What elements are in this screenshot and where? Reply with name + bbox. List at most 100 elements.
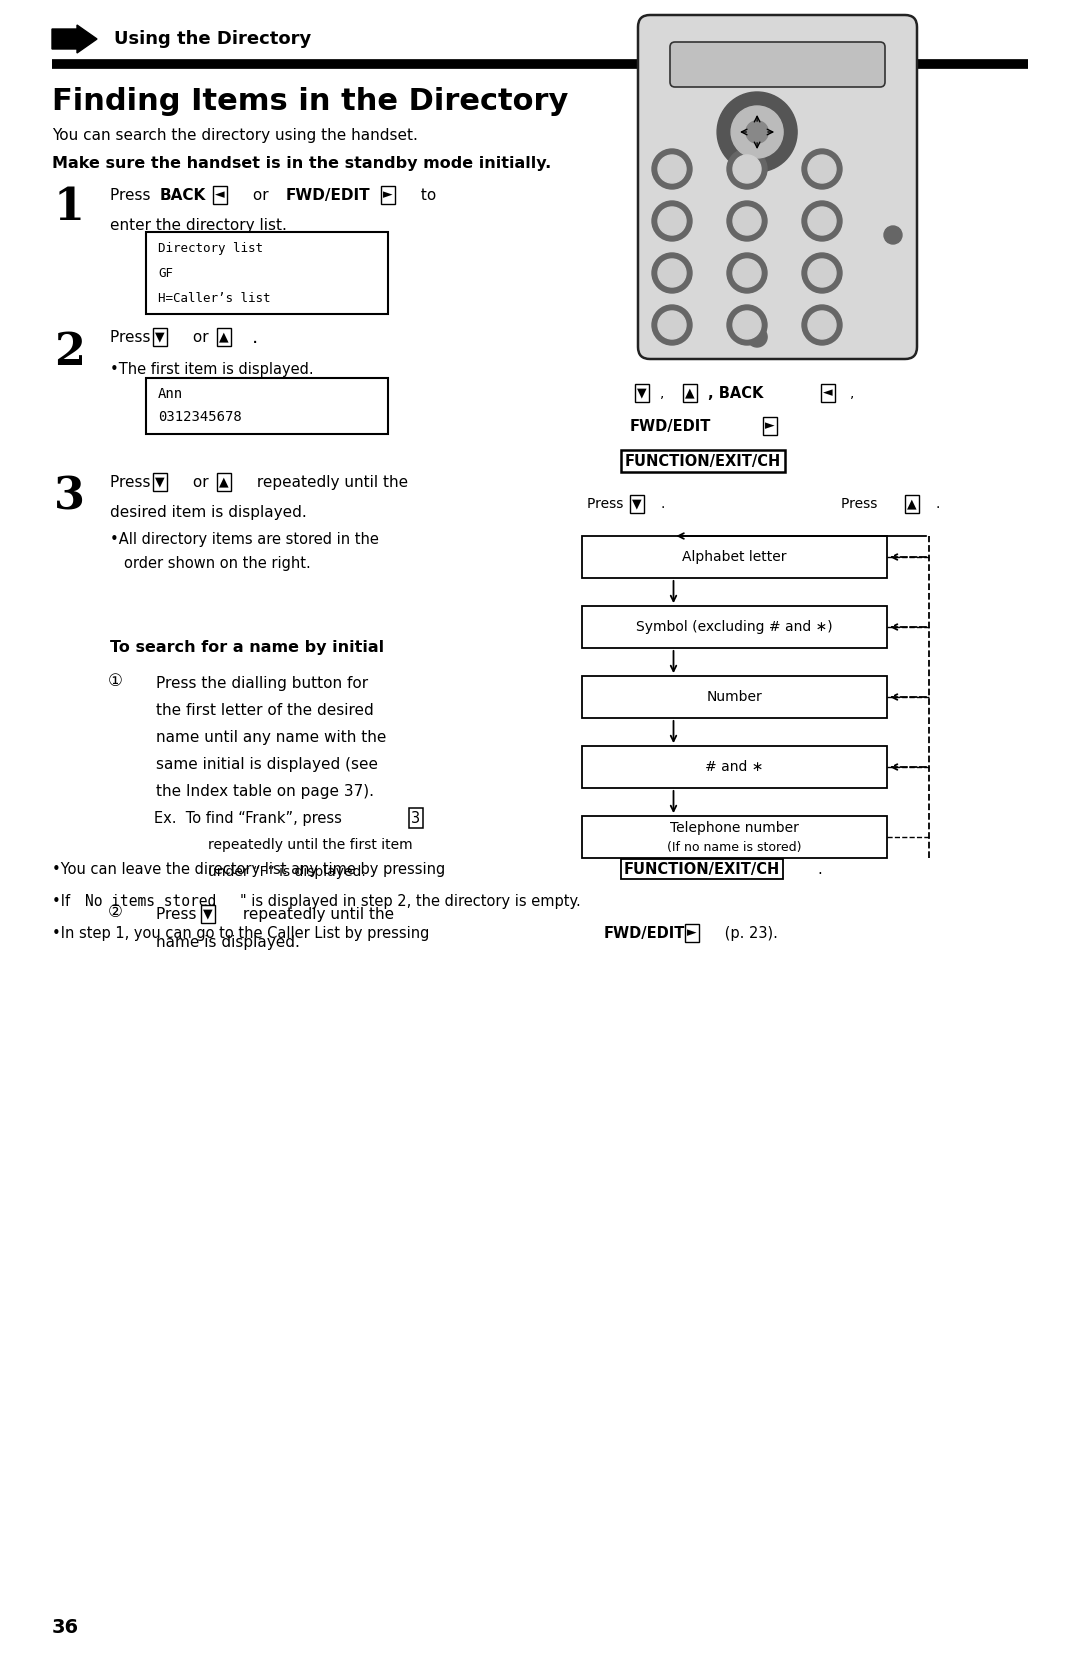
Text: Press: Press: [841, 497, 882, 511]
Bar: [582, 606, 887, 648]
Text: Number: Number: [706, 689, 762, 704]
Text: ►: ►: [687, 926, 697, 940]
Circle shape: [658, 155, 686, 184]
Circle shape: [808, 155, 836, 184]
Circle shape: [652, 254, 692, 294]
Circle shape: [733, 259, 761, 287]
Text: 3: 3: [411, 811, 420, 826]
Text: .: .: [935, 497, 940, 511]
Text: Press: Press: [110, 474, 156, 489]
Text: (p. 23).: (p. 23).: [720, 926, 778, 941]
Text: ▼: ▼: [632, 497, 642, 511]
Text: 2: 2: [54, 330, 85, 374]
Text: No items stored: No items stored: [85, 893, 216, 908]
Text: or: or: [188, 474, 214, 489]
Text: ①: ①: [108, 673, 123, 689]
Text: ▼: ▼: [156, 330, 165, 344]
Circle shape: [652, 149, 692, 189]
FancyBboxPatch shape: [638, 15, 917, 359]
Bar: [582, 816, 887, 858]
Circle shape: [727, 305, 767, 345]
FancyBboxPatch shape: [670, 42, 885, 87]
Text: 36: 36: [52, 1617, 79, 1637]
Text: Using the Directory: Using the Directory: [114, 30, 311, 48]
Text: ◄: ◄: [215, 189, 225, 202]
Text: Finding Items in the Directory: Finding Items in the Directory: [52, 87, 568, 115]
Text: desired item is displayed.: desired item is displayed.: [110, 504, 307, 519]
Text: .: .: [252, 327, 258, 347]
Text: the Index table on page 37).: the Index table on page 37).: [156, 783, 374, 798]
Circle shape: [727, 149, 767, 189]
Text: ▼: ▼: [637, 387, 647, 399]
Text: Symbol (excluding # and ∗): Symbol (excluding # and ∗): [636, 619, 833, 634]
Text: Press: Press: [110, 187, 156, 202]
Text: You can search the directory using the handset.: You can search the directory using the h…: [52, 127, 418, 142]
Text: " is displayed in step 2, the directory is empty.: " is displayed in step 2, the directory …: [240, 893, 581, 908]
Text: .: .: [816, 861, 822, 876]
Text: To search for a name by initial: To search for a name by initial: [110, 639, 384, 654]
Text: ▲: ▲: [219, 476, 229, 489]
Text: FWD/EDIT: FWD/EDIT: [286, 187, 370, 202]
Text: ►: ►: [766, 419, 774, 432]
Circle shape: [717, 92, 797, 172]
Circle shape: [802, 254, 842, 294]
Circle shape: [733, 207, 761, 235]
Text: FUNCTION/EXIT/CH: FUNCTION/EXIT/CH: [625, 454, 781, 469]
Text: •You can leave the directory list any time by pressing: •You can leave the directory list any ti…: [52, 861, 450, 876]
Text: FUNCTION/EXIT/CH: FUNCTION/EXIT/CH: [624, 861, 780, 876]
Text: Telephone number: Telephone number: [670, 821, 799, 834]
Text: Directory list: Directory list: [158, 242, 264, 254]
Text: •In step 1, you can go to the Caller List by pressing: •In step 1, you can go to the Caller Lis…: [52, 926, 434, 941]
Circle shape: [885, 225, 902, 244]
Text: ,: ,: [850, 386, 854, 401]
Text: ②: ②: [108, 903, 123, 921]
FancyArrow shape: [52, 25, 97, 53]
Circle shape: [808, 207, 836, 235]
Circle shape: [808, 310, 836, 339]
Text: H=Caller’s list: H=Caller’s list: [158, 292, 270, 304]
Text: same initial is displayed (see: same initial is displayed (see: [156, 756, 378, 771]
Text: ▲: ▲: [907, 497, 917, 511]
Text: Make sure the handset is in the standby mode initially.: Make sure the handset is in the standby …: [52, 155, 551, 170]
Text: or: or: [248, 187, 273, 202]
Text: or: or: [188, 329, 214, 344]
Text: to: to: [416, 187, 436, 202]
Text: ,: ,: [660, 386, 669, 401]
Text: ►: ►: [383, 189, 393, 202]
Text: ◄: ◄: [823, 387, 833, 399]
Circle shape: [731, 107, 783, 159]
Text: , BACK: , BACK: [708, 386, 764, 401]
Text: repeatedly until the: repeatedly until the: [252, 474, 408, 489]
Text: Press: Press: [110, 329, 156, 344]
Text: •The first item is displayed.: •The first item is displayed.: [110, 362, 313, 377]
Circle shape: [658, 207, 686, 235]
Text: •If: •If: [52, 893, 75, 908]
Text: Press: Press: [588, 497, 627, 511]
Circle shape: [652, 305, 692, 345]
Text: repeatedly until the first item: repeatedly until the first item: [208, 838, 413, 851]
Text: # and ∗: # and ∗: [705, 759, 764, 774]
Text: Ex.  To find “Frank”, press: Ex. To find “Frank”, press: [154, 811, 342, 826]
Text: order shown on the right.: order shown on the right.: [124, 556, 311, 571]
Circle shape: [808, 259, 836, 287]
Text: ▲: ▲: [685, 387, 694, 399]
Text: GF: GF: [158, 267, 173, 279]
Text: name is displayed.: name is displayed.: [156, 935, 300, 950]
Circle shape: [727, 200, 767, 240]
Text: FWD/EDIT: FWD/EDIT: [630, 419, 712, 434]
Circle shape: [658, 310, 686, 339]
Bar: [582, 536, 887, 577]
Text: Alphabet letter: Alphabet letter: [683, 551, 786, 564]
Circle shape: [727, 254, 767, 294]
Bar: [582, 746, 887, 788]
Bar: [146, 377, 388, 434]
Bar: [582, 676, 887, 718]
Text: BACK: BACK: [160, 187, 206, 202]
Circle shape: [746, 120, 768, 144]
Text: (If no name is stored): (If no name is stored): [667, 841, 801, 853]
Text: ▼: ▼: [156, 476, 165, 489]
Text: name until any name with the: name until any name with the: [156, 729, 387, 744]
Text: ▼: ▼: [203, 908, 213, 921]
Text: 0312345678: 0312345678: [158, 411, 242, 424]
Text: FWD/EDIT: FWD/EDIT: [604, 926, 686, 941]
